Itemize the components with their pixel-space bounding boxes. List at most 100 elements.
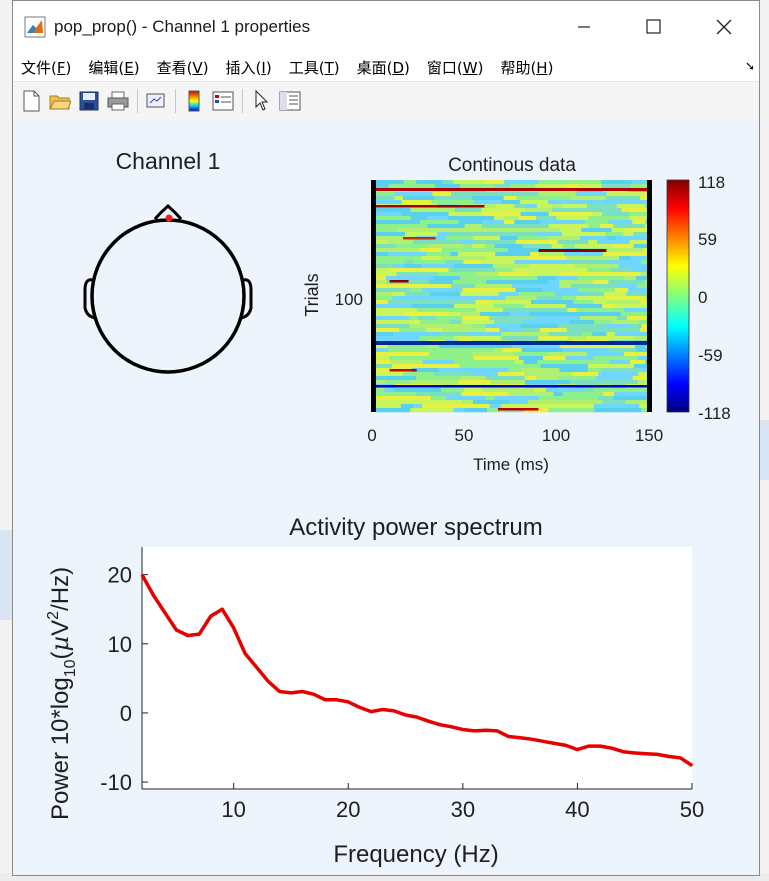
erpimage-cell [642, 236, 647, 241]
menu-window[interactable]: 窗口(W) [426, 58, 484, 77]
erpimage-cell [600, 368, 641, 373]
erpimage-cell [449, 320, 462, 325]
open-file-icon[interactable] [48, 89, 72, 113]
erpimage-cell [518, 216, 537, 221]
erpimage-cell [514, 360, 524, 365]
erpimage-cell [415, 392, 462, 397]
figure-window: pop_prop() - Channel 1 properties 文件(F) … [12, 0, 760, 876]
minimize-button[interactable] [549, 1, 619, 53]
erpimage-right-edge [647, 180, 652, 412]
erpimage-cell [445, 260, 464, 265]
property-inspector-icon[interactable] [278, 89, 302, 113]
erpimage-cell [494, 348, 503, 353]
maximize-button[interactable] [619, 1, 689, 53]
erpimage-ylabel: Trials [302, 273, 322, 316]
print-icon[interactable] [106, 89, 130, 113]
erpimage-cell [538, 192, 577, 197]
erpimage-cell [538, 252, 565, 257]
spectrum-title: Activity power spectrum [289, 514, 542, 541]
erpimage-cell [376, 312, 403, 317]
erpimage-cell [645, 220, 647, 225]
erpimage-cell [512, 268, 548, 273]
menu-desktop[interactable]: 桌面(D) [356, 58, 410, 77]
legend-icon[interactable] [211, 89, 235, 113]
erpimage-cell [504, 252, 531, 257]
erpimage-cell [586, 292, 604, 297]
menu-view[interactable]: 查看(V) [156, 58, 209, 77]
erpimage-xtick-50: 50 [455, 426, 474, 445]
spectrum-point [267, 680, 269, 682]
erpimage-cell [473, 200, 501, 205]
menu-help[interactable]: 帮助(H) [500, 58, 554, 77]
erpimage-cell [606, 300, 641, 305]
erpimage-cell [623, 352, 647, 357]
erpimage-cell [585, 312, 621, 317]
erpimage-cell [449, 232, 473, 237]
menu-file[interactable]: 文件(F) [21, 58, 72, 77]
new-figure-icon[interactable] [19, 89, 43, 113]
erpimage-cell [626, 316, 647, 321]
erpimage-cell [376, 324, 410, 329]
erpimage-cell [609, 360, 630, 365]
erpimage-cell [543, 356, 566, 361]
menu-tools[interactable]: 工具(T) [288, 58, 340, 77]
erpimage-cell [481, 228, 501, 233]
spectrum-point [553, 742, 556, 745]
erpimage-cell [611, 268, 632, 273]
erpimage-cell [376, 332, 394, 337]
erpimage-cell [389, 356, 430, 361]
title-bar[interactable]: pop_prop() - Channel 1 properties [13, 1, 759, 53]
spectrum-ytick-label: 10 [108, 632, 132, 657]
erpimage-cell [608, 220, 633, 225]
erpimage-cell [602, 400, 625, 405]
erpimage-cell [513, 228, 561, 233]
erpimage-cell [506, 364, 541, 369]
erpimage-cell [586, 352, 624, 357]
toolbar-separator [242, 89, 243, 113]
erpimage-cell [613, 224, 645, 229]
erpimage-cell [480, 296, 506, 301]
menu-edit[interactable]: 编辑(E) [88, 58, 140, 77]
save-icon[interactable] [77, 89, 101, 113]
matlab-app-icon [24, 16, 46, 38]
erpimage-cell [499, 328, 522, 333]
erpimage-cell [485, 396, 495, 401]
spectrum-point [336, 699, 338, 701]
spectrum-axes: -10 0 10 20 10 20 30 40 50 [100, 547, 704, 822]
erpimage-cell [452, 280, 487, 285]
erpimage-cell [524, 304, 567, 309]
erpimage-cell [613, 244, 634, 249]
spectrum-ytick-label: 0 [120, 701, 132, 726]
erpimage-cell [376, 400, 414, 405]
colorbar-icon[interactable] [182, 89, 206, 113]
erpimage-cell [431, 200, 474, 205]
erpimage-cell [384, 352, 430, 357]
erpimage-cell [461, 320, 479, 325]
erpimage-cell [529, 312, 568, 317]
pointer-icon[interactable] [249, 89, 273, 113]
erpimage-cell [584, 360, 597, 365]
erpimage-cell [464, 224, 482, 229]
erpimage-cell [480, 312, 510, 317]
link-plot-icon[interactable] [144, 89, 168, 113]
menu-insert[interactable]: 插入(I) [225, 58, 272, 77]
erpimage-cell [567, 312, 586, 317]
spectrum-point [645, 752, 647, 755]
erpimage-cell [593, 300, 607, 305]
erpimage-cell [474, 348, 495, 353]
erpimage-cell [393, 388, 441, 393]
erpimage-cell [559, 280, 593, 285]
dock-figure-icon[interactable]: ➘ [744, 59, 755, 73]
spectrum-point [393, 710, 395, 712]
erpimage-cell [616, 204, 646, 209]
erpimage-cell [520, 212, 549, 217]
erpimage-cell [501, 336, 539, 341]
erpimage-cell [555, 292, 587, 297]
head-nose [153, 204, 183, 220]
erpimage-cell [423, 364, 460, 369]
close-button[interactable] [689, 1, 759, 53]
erpimage-cell [528, 256, 552, 261]
erpimage-cell [631, 180, 647, 185]
erpimage-cell [558, 324, 605, 329]
erpimage-cell [600, 380, 638, 385]
